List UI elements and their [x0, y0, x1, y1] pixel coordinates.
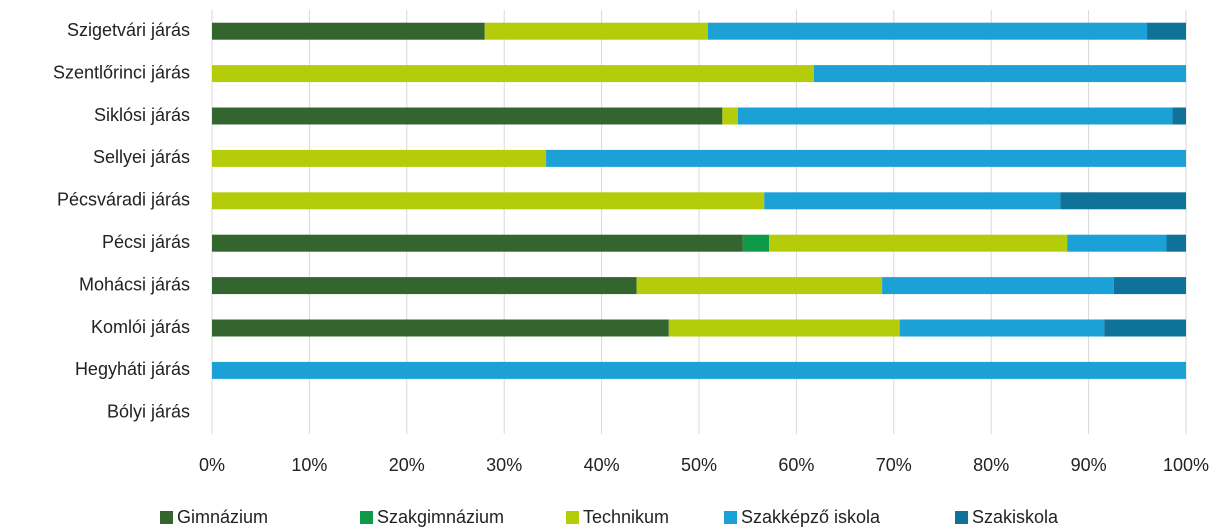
x-tick-label: 10%: [291, 455, 327, 475]
y-tick-label: Siklósi járás: [94, 105, 190, 125]
y-tick-label: Mohácsi járás: [79, 274, 190, 294]
y-tick-label: Pécsi járás: [102, 232, 190, 252]
bar-segment: [212, 149, 547, 167]
legend-swatch: [955, 511, 968, 524]
bar-segment: [1067, 234, 1167, 252]
legend-label: Szakiskola: [972, 507, 1059, 527]
legend-swatch: [724, 511, 737, 524]
legend-label: Szakgimnázium: [377, 507, 504, 527]
bar-segment: [1113, 277, 1186, 295]
bar-segment: [899, 319, 1105, 337]
x-tick-label: 50%: [681, 455, 717, 475]
bar-segment: [212, 107, 723, 125]
bar-segment: [212, 361, 1186, 379]
bar-segment: [722, 107, 738, 125]
bar-segment: [1104, 319, 1186, 337]
legend-swatch: [160, 511, 173, 524]
bar-segment: [1060, 192, 1186, 210]
bar-segment: [668, 319, 900, 337]
bar-segment: [546, 149, 1186, 167]
y-tick-label: Szigetvári járás: [67, 20, 190, 40]
bar-segment: [212, 319, 669, 337]
bar-segment: [1166, 234, 1186, 252]
bar-segment: [769, 234, 1068, 252]
legend-label: Szakképző iskola: [741, 507, 881, 527]
bar-segment: [742, 234, 770, 252]
legend-swatch: [566, 511, 579, 524]
bar-segment: [212, 234, 743, 252]
y-tick-label: Komlói járás: [91, 317, 190, 337]
bar-segment: [1147, 22, 1186, 40]
bar-segment: [212, 22, 485, 40]
y-tick-label: Szentlőrinci járás: [53, 62, 190, 82]
bar-segment: [737, 107, 1173, 125]
y-tick-label: Bólyi járás: [107, 402, 190, 422]
x-tick-label: 60%: [778, 455, 814, 475]
bar-segment: [813, 65, 1186, 83]
x-tick-label: 90%: [1071, 455, 1107, 475]
y-tick-label: Hegyháti járás: [75, 359, 190, 379]
legend-label: Gimnázium: [177, 507, 268, 527]
x-tick-label: 40%: [584, 455, 620, 475]
bar-segment: [212, 65, 814, 83]
bar-segment: [707, 22, 1148, 40]
legend-label: Technikum: [583, 507, 669, 527]
bar-segment: [636, 277, 883, 295]
x-tick-label: 100%: [1163, 455, 1209, 475]
legend-swatch: [360, 511, 373, 524]
bar-segment: [1172, 107, 1186, 125]
x-tick-label: 30%: [486, 455, 522, 475]
bar-segment: [882, 277, 1114, 295]
bar-segment: [212, 192, 765, 210]
bar-segment: [212, 277, 637, 295]
x-tick-label: 20%: [389, 455, 425, 475]
x-tick-label: 70%: [876, 455, 912, 475]
y-tick-label: Pécsváradi járás: [57, 190, 190, 210]
x-tick-label: 0%: [199, 455, 225, 475]
bar-segment: [484, 22, 708, 40]
bar-segment: [764, 192, 1061, 210]
x-tick-label: 80%: [973, 455, 1009, 475]
y-tick-label: Sellyei járás: [93, 147, 190, 167]
